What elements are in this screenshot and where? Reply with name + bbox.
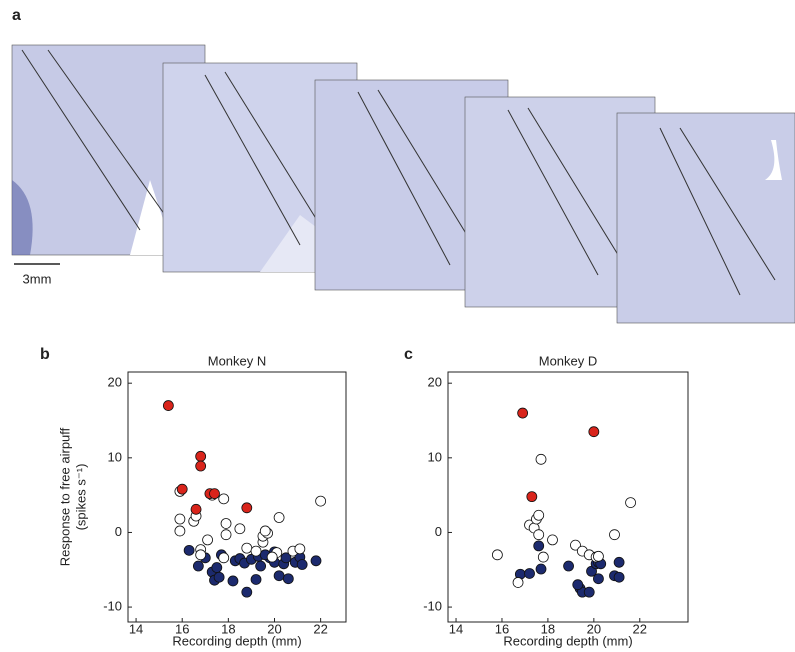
x-tick-label: 20 [267,621,281,636]
data-point [162,400,174,411]
data-point [250,545,262,557]
data-point [273,570,285,582]
x-tick-label: 14 [129,621,143,636]
data-point [533,509,545,521]
plot-frame [127,371,347,623]
data-point [491,549,503,561]
y-tick-label: -10 [423,599,442,614]
data-point [315,495,327,507]
plot-frame [447,371,689,623]
data-point [537,551,549,563]
data-point [213,571,225,583]
data-point [209,488,220,500]
data-point [570,539,581,551]
y-tick-label: 0 [115,524,122,539]
scale-bar-label: 3mm [23,271,52,286]
data-point [202,534,213,546]
data-point [572,579,584,591]
data-point [512,577,524,588]
data-point [190,503,202,515]
x-tick-label: 16 [495,621,509,636]
data-point [234,523,246,535]
data-point [273,512,285,523]
panel-label: c [404,346,413,363]
panel-label: b [40,346,50,363]
x-tick-label: 18 [221,621,235,636]
y-tick-label: 20 [108,375,122,390]
data-point [174,525,186,537]
data-point [195,460,207,472]
data-point [535,453,547,465]
y-tick-label: 10 [108,449,122,464]
data-point [220,529,232,541]
data-point [563,560,574,572]
histology-panel [11,44,795,324]
data-point [533,529,545,541]
data-point [535,563,547,575]
data-point [588,426,600,438]
data-point [625,497,636,508]
data-point [218,493,230,505]
data-point [241,586,253,598]
data-point [192,560,204,572]
x-tick-label: 20 [587,621,601,636]
y-axis-label: Response to free airpuff [57,427,72,566]
data-point [593,573,604,585]
data-point [296,559,308,570]
data-point [241,542,253,554]
x-tick-label: 22 [633,621,647,636]
data-point [524,568,535,579]
data-point [227,575,239,587]
data-point [183,544,195,556]
x-tick-label: 22 [313,621,327,636]
data-point [526,491,538,503]
data-point [259,525,271,537]
data-point [593,550,604,562]
x-axis-label: Recording depth (mm) [172,633,301,648]
data-point [533,540,545,552]
x-tick-label: 18 [541,621,555,636]
data-point [195,450,207,462]
data-point [517,407,529,419]
data-point [282,573,294,585]
data-point [583,586,595,598]
data-point [266,551,278,563]
data-point [220,518,232,529]
data-point [310,555,322,567]
y-tick-label: 10 [428,449,442,464]
data-point [211,562,223,573]
x-tick-label: 16 [175,621,189,636]
data-point [250,574,262,585]
data-point [613,571,625,583]
data-point [613,556,625,568]
chart-title: Monkey D [539,353,598,368]
data-point [294,543,306,555]
data-point [195,549,207,561]
x-tick-label: 14 [449,621,463,636]
data-point [218,552,230,564]
x-axis-label: Recording depth (mm) [503,633,632,648]
data-point [280,552,292,564]
data-point [241,502,253,514]
chart-title: Monkey N [208,353,267,368]
y-tick-label: -10 [103,599,122,614]
y-tick-label: 0 [435,524,442,539]
data-point [176,483,188,495]
data-point [174,513,186,525]
data-point [255,560,267,572]
y-tick-label: 20 [428,375,442,390]
y-axis-label: (spikes s⁻¹) [73,464,88,531]
panel-label: a [12,7,21,24]
data-point [609,529,620,541]
data-point [547,534,558,546]
